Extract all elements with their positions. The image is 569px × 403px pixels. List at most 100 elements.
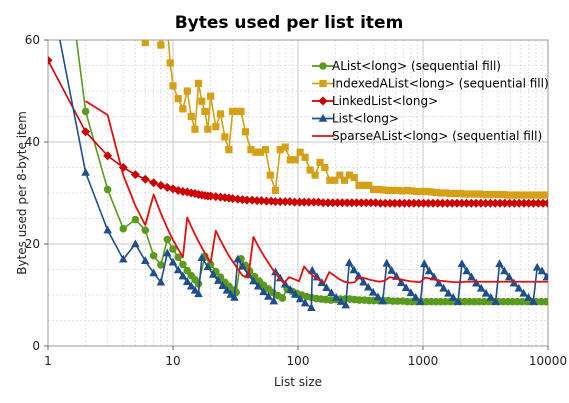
- data-point: [528, 297, 538, 305]
- data-point: [242, 195, 252, 205]
- data-point: [221, 133, 229, 141]
- data-point: [291, 156, 299, 164]
- data-point: [499, 190, 508, 199]
- data-point: [149, 178, 159, 188]
- data-point: [355, 181, 363, 189]
- data-point: [359, 277, 368, 286]
- data-point: [500, 198, 510, 208]
- data-point: [140, 174, 150, 184]
- data-point: [514, 283, 524, 292]
- data-point: [331, 292, 341, 301]
- data-point: [350, 174, 358, 182]
- data-point: [322, 283, 331, 292]
- data-point: [394, 186, 402, 195]
- data-point: [365, 181, 373, 189]
- data-point: [528, 198, 538, 208]
- data-point: [168, 257, 178, 266]
- data-point: [533, 191, 541, 199]
- legend-item: IndexedAList<long> (sequential fill): [312, 77, 549, 91]
- data-point: [368, 287, 378, 296]
- data-point: [278, 294, 287, 302]
- data-point: [178, 271, 188, 280]
- data-point: [447, 198, 457, 208]
- data-point: [481, 198, 491, 208]
- data-point: [490, 190, 498, 199]
- data-point: [543, 191, 548, 199]
- data-point: [306, 166, 314, 174]
- data-point: [475, 190, 484, 198]
- data-point: [495, 190, 503, 199]
- legend-marker: [318, 96, 328, 106]
- data-point: [271, 186, 280, 195]
- data-point: [432, 188, 440, 197]
- data-point: [453, 297, 463, 305]
- data-point: [286, 156, 295, 164]
- data-point: [471, 198, 481, 208]
- data-point: [342, 198, 352, 208]
- data-point: [130, 170, 140, 180]
- data-point: [162, 248, 172, 257]
- data-point: [307, 265, 317, 274]
- data-point: [198, 97, 206, 105]
- data-point: [409, 198, 419, 208]
- data-point: [173, 265, 183, 274]
- data-point: [385, 198, 395, 208]
- data-point: [366, 198, 376, 208]
- data-point: [238, 261, 247, 270]
- chart-title: Bytes used per list item: [175, 13, 404, 33]
- data-point: [201, 107, 209, 115]
- data-point: [528, 191, 536, 199]
- series-1: [141, 40, 548, 199]
- x-tick-label: 1000: [408, 354, 439, 368]
- legend: AList<long> (sequential fill) IndexedALis…: [312, 59, 549, 143]
- data-point: [461, 190, 469, 198]
- data-point: [256, 148, 264, 156]
- data-point: [304, 197, 314, 207]
- data-point: [336, 297, 346, 305]
- y-axis-label: Bytes used per 8-byte item: [15, 111, 29, 275]
- data-point: [437, 189, 445, 197]
- data-point: [309, 197, 319, 207]
- data-point: [81, 127, 91, 137]
- data-point: [442, 189, 450, 197]
- data-point: [118, 254, 128, 263]
- data-point: [422, 187, 431, 196]
- x-axis-label: List size: [274, 375, 322, 389]
- data-point: [174, 95, 182, 103]
- data-point: [382, 258, 392, 267]
- legend-item: List<long>: [312, 112, 399, 126]
- data-point: [369, 185, 378, 194]
- data-point: [418, 187, 426, 196]
- data-point: [280, 279, 290, 288]
- data-point: [524, 198, 534, 208]
- data-point: [476, 198, 486, 208]
- data-point: [280, 197, 290, 207]
- data-point: [169, 82, 177, 90]
- data-point: [504, 191, 512, 199]
- data-point: [466, 190, 474, 198]
- data-point: [423, 198, 433, 208]
- data-point: [374, 185, 383, 194]
- data-point: [157, 261, 165, 269]
- data-point: [519, 191, 527, 199]
- data-point: [495, 198, 505, 208]
- data-point: [48, 55, 53, 65]
- data-point: [233, 254, 243, 263]
- data-point: [504, 272, 514, 281]
- data-point: [408, 187, 416, 195]
- data-point: [225, 146, 233, 154]
- legend-marker: [318, 113, 328, 122]
- x-tick-label: 1: [44, 354, 52, 368]
- data-point: [295, 294, 305, 303]
- data-point: [316, 158, 324, 166]
- data-point: [216, 110, 225, 118]
- legend-marker: [319, 79, 327, 88]
- data-point: [179, 260, 187, 269]
- y-tick-label: 20: [25, 237, 40, 251]
- data-point: [256, 196, 266, 206]
- data-point: [318, 198, 328, 208]
- data-point: [332, 198, 342, 208]
- data-point: [411, 292, 420, 301]
- data-point: [404, 198, 414, 208]
- data-point: [331, 176, 339, 184]
